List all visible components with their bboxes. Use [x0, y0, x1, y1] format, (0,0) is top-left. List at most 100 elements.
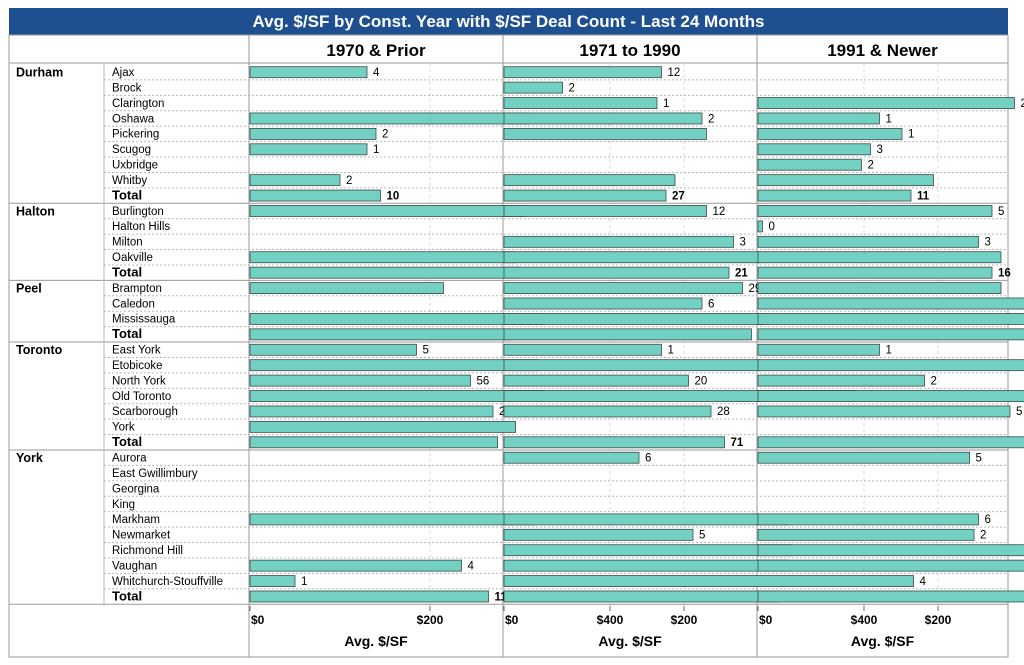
city-label: Milton [112, 237, 143, 249]
count-label: 71 [731, 437, 744, 449]
city-label: East Gwillimbury [112, 468, 198, 480]
bar [757, 235, 979, 248]
total-label: Total [112, 434, 142, 449]
panel-header: 1991 & Newer [827, 41, 938, 60]
bar [503, 127, 707, 140]
bar [757, 390, 1024, 402]
chart-title: Avg. $/SF by Const. Year with $/SF Deal … [9, 8, 1008, 35]
total-bar [757, 328, 1024, 341]
city-label: Aurora [112, 453, 147, 465]
count-label: 6 [985, 514, 991, 526]
count-label: 3 [740, 237, 746, 249]
bar [757, 251, 1002, 264]
panel-header: 1971 to 1990 [579, 41, 680, 60]
count-label: 2 [346, 175, 352, 187]
axis-tick-label: $400 [851, 613, 878, 627]
bar [249, 420, 516, 433]
count-label: 2 [980, 530, 986, 542]
total-bar [249, 189, 381, 202]
count-label: 56 [477, 375, 490, 387]
bar [249, 575, 296, 587]
bar [757, 174, 934, 187]
city-label: Scarborough [112, 406, 178, 418]
bar [503, 66, 662, 79]
city-label: Uxbridge [112, 160, 158, 172]
total-bar [503, 328, 752, 341]
total-bar [503, 189, 667, 202]
axis-tick-label: $0 [759, 613, 773, 627]
bar [249, 251, 516, 264]
bar [503, 174, 676, 187]
city-label: East York [112, 345, 161, 357]
count-label: 12 [713, 206, 726, 218]
total-bar [757, 590, 1024, 603]
count-label: 1 [886, 113, 892, 125]
bar [757, 297, 1024, 310]
panel-header: 1970 & Prior [326, 41, 426, 60]
total-bar [249, 436, 498, 449]
bar [503, 313, 766, 325]
count-label: 4 [468, 560, 475, 572]
total-bar [249, 266, 521, 279]
count-label: 4 [373, 67, 380, 79]
count-label: 1 [668, 345, 674, 357]
region-label: Durham [16, 66, 63, 80]
count-label: 5 [699, 530, 705, 542]
bar [757, 143, 871, 156]
count-label: 2 [868, 160, 874, 172]
city-label: Oakville [112, 252, 153, 264]
bar [249, 374, 471, 387]
axis-tick-label: $0 [251, 613, 265, 627]
bar [757, 112, 880, 125]
total-bar [503, 266, 730, 279]
bar [249, 559, 462, 572]
chart-frame [8, 34, 1009, 658]
city-label: Brock [112, 82, 142, 94]
bar [249, 359, 539, 372]
count-label: 5 [976, 453, 982, 465]
total-bar [757, 436, 1024, 449]
count-label: 1 [908, 129, 914, 141]
x-axis-title: Avg. $/SF [344, 633, 408, 649]
city-label: Scugog [112, 144, 151, 156]
count-label: 28 [717, 406, 730, 418]
count-label: 3 [985, 237, 991, 249]
city-label: Markham [112, 514, 160, 526]
bar [757, 313, 1024, 325]
total-bar [757, 266, 993, 279]
bar [249, 143, 368, 156]
count-label: 11 [917, 190, 930, 202]
city-label: Newmarket [112, 530, 171, 542]
bar [757, 374, 925, 387]
bar [757, 513, 979, 526]
x-axis-title: Avg. $/SF [851, 633, 915, 649]
bar [249, 174, 341, 187]
bar [503, 343, 662, 356]
city-label: Whitchurch-Stouffville [112, 576, 223, 588]
bar [249, 112, 530, 125]
count-label: 1 [301, 576, 307, 588]
bar [503, 513, 788, 526]
city-label: Ajax [112, 67, 135, 79]
bar [757, 220, 763, 233]
count-label: 6 [708, 298, 714, 310]
bar [757, 528, 975, 541]
region-label: Toronto [16, 343, 63, 357]
city-label: Halton Hills [112, 221, 170, 233]
city-label: North York [112, 375, 166, 387]
count-label: 27 [672, 190, 685, 202]
city-label: Oshawa [112, 113, 155, 125]
bar [757, 282, 1002, 294]
count-label: 16 [998, 267, 1011, 279]
city-label: Mississauga [112, 314, 176, 326]
total-label: Total [112, 187, 142, 202]
bar [249, 127, 377, 140]
city-label: Old Toronto [112, 391, 171, 403]
bar [757, 158, 862, 171]
bar [503, 575, 914, 587]
city-label: Richmond Hill [112, 545, 183, 557]
count-label: 5 [423, 345, 429, 357]
region-label: Peel [16, 281, 42, 295]
